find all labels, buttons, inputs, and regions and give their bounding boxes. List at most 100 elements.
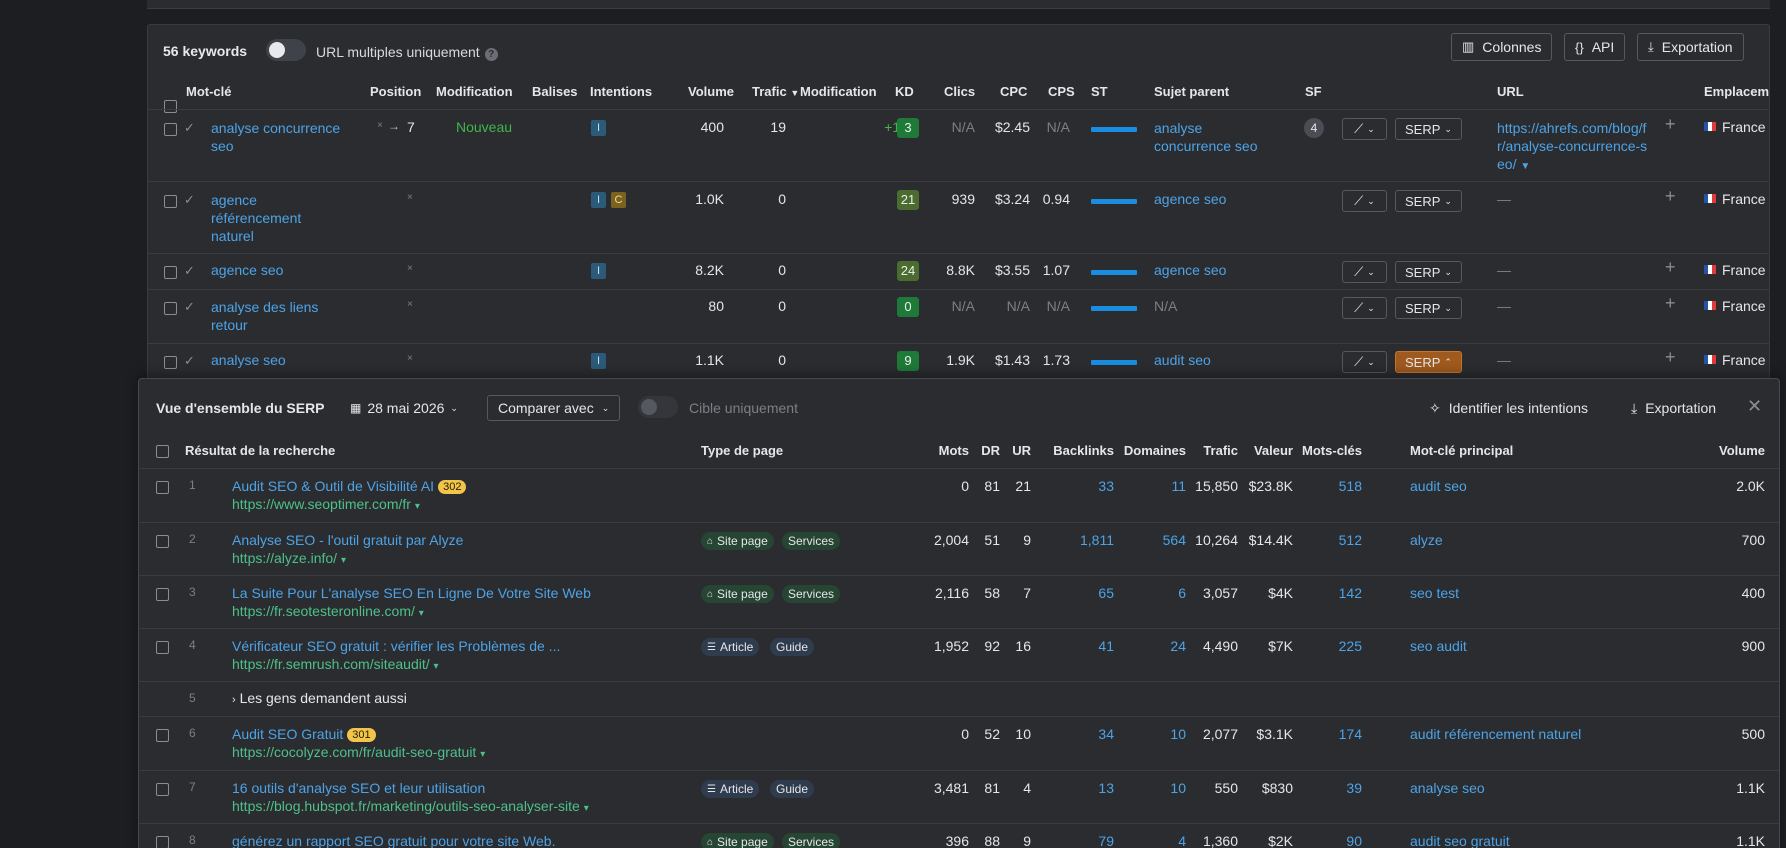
row-checkbox[interactable] bbox=[164, 302, 177, 315]
add-icon[interactable]: + bbox=[1665, 186, 1676, 206]
main-keyword-link[interactable]: audit seo bbox=[1410, 478, 1467, 494]
main-keyword-link[interactable]: seo audit bbox=[1410, 638, 1467, 654]
result-checkbox[interactable] bbox=[156, 783, 169, 796]
keyword-link[interactable]: agence seo bbox=[211, 262, 284, 278]
main-keyword-link[interactable]: seo test bbox=[1410, 585, 1460, 601]
header-value[interactable]: Valeur bbox=[1253, 443, 1293, 458]
serp-button[interactable]: SERP ⌄ bbox=[1395, 261, 1462, 283]
url-multiple-toggle[interactable] bbox=[266, 39, 306, 61]
result-title-link[interactable]: Vérificateur SEO gratuit : vérifier les … bbox=[232, 638, 561, 654]
header-dr[interactable]: DR bbox=[981, 443, 1000, 458]
result-checkbox[interactable] bbox=[156, 535, 169, 548]
domains-link[interactable]: 6 bbox=[1178, 585, 1186, 601]
trend-chart-button[interactable]: ⟋ ⌄ bbox=[1342, 190, 1387, 212]
serp-button[interactable]: SERP ⌄ bbox=[1395, 297, 1462, 319]
keyword-link[interactable]: analyse seo bbox=[211, 352, 286, 368]
header-ur[interactable]: UR bbox=[1012, 443, 1031, 458]
result-title-link[interactable]: générez un rapport SEO gratuit pour votr… bbox=[232, 833, 556, 848]
header-volume[interactable]: Volume bbox=[1719, 443, 1765, 458]
paa-label[interactable]: › Les gens demandent aussi bbox=[232, 690, 407, 706]
keyword-link[interactable]: analyse des liens retour bbox=[211, 299, 319, 333]
main-keyword-link[interactable]: alyze bbox=[1410, 532, 1443, 548]
header-st[interactable]: ST bbox=[1091, 84, 1108, 99]
header-keywords[interactable]: Mots-clés bbox=[1302, 443, 1362, 458]
main-keyword-link[interactable]: audit référencement naturel bbox=[1410, 726, 1582, 742]
result-title-link[interactable]: Analyse SEO - l'outil gratuit par Alyze bbox=[232, 532, 464, 548]
trend-chart-button[interactable]: ⟋ ⌄ bbox=[1342, 118, 1387, 140]
columns-button[interactable]: ▥ Colonnes bbox=[1451, 33, 1553, 61]
backlinks-link[interactable]: 1,811 bbox=[1080, 532, 1114, 548]
header-kd[interactable]: KD bbox=[895, 84, 914, 99]
result-url[interactable]: https://www.seoptimer.com/fr ▾ bbox=[232, 496, 420, 512]
parent-topic-link[interactable]: agence seo bbox=[1154, 262, 1227, 278]
result-url[interactable]: https://fr.seotesteronline.com/ ▾ bbox=[232, 603, 424, 619]
backlinks-link[interactable]: 33 bbox=[1098, 478, 1114, 494]
header-parent-topic[interactable]: Sujet parent bbox=[1154, 84, 1230, 99]
trend-chart-button[interactable]: ⟋ ⌄ bbox=[1342, 351, 1387, 373]
backlinks-link[interactable]: 79 bbox=[1098, 833, 1114, 848]
header-backlinks[interactable]: Backlinks bbox=[1053, 443, 1114, 458]
export-button[interactable]: ⤓ Exportation bbox=[1637, 33, 1744, 61]
domains-link[interactable]: 10 bbox=[1170, 726, 1186, 742]
row-checkbox[interactable] bbox=[164, 123, 177, 136]
add-icon[interactable]: + bbox=[1665, 293, 1676, 313]
api-button[interactable]: {} API bbox=[1564, 33, 1626, 61]
add-icon[interactable]: + bbox=[1665, 347, 1676, 367]
result-title-link[interactable]: Audit SEO Gratuit 301 bbox=[232, 726, 376, 742]
select-all-checkbox[interactable] bbox=[164, 100, 177, 113]
trend-chart-button[interactable]: ⟋ ⌄ bbox=[1342, 297, 1387, 319]
header-main-keyword[interactable]: Mot-clé principal bbox=[1410, 443, 1514, 458]
domains-link[interactable]: 10 bbox=[1170, 780, 1186, 796]
header-traffic-change[interactable]: Modification bbox=[800, 84, 877, 99]
identify-intents-button[interactable]: ✧ Identifier les intentions bbox=[1429, 400, 1589, 416]
serp-button[interactable]: SERP ⌄ bbox=[1395, 190, 1462, 212]
keywords-link[interactable]: 225 bbox=[1338, 638, 1362, 654]
header-sf[interactable]: SF bbox=[1305, 84, 1322, 99]
result-title-link[interactable]: 16 outils d'analyse SEO et leur utilisat… bbox=[232, 780, 486, 796]
result-url[interactable]: https://alyze.info/ ▾ bbox=[232, 550, 346, 566]
header-modification[interactable]: Modification bbox=[436, 84, 513, 99]
header-cps[interactable]: CPS bbox=[1048, 84, 1075, 99]
parent-topic-link[interactable]: analyse concurrence seo bbox=[1154, 120, 1258, 154]
serp-export-button[interactable]: ⤓ Exportation bbox=[1631, 400, 1717, 416]
keywords-link[interactable]: 518 bbox=[1338, 478, 1362, 494]
domains-link[interactable]: 4 bbox=[1178, 833, 1186, 848]
keywords-link[interactable]: 512 bbox=[1338, 532, 1362, 548]
keyword-link[interactable]: analyse concurrence seo bbox=[211, 120, 341, 154]
trend-chart-button[interactable]: ⟋ ⌄ bbox=[1342, 261, 1387, 283]
header-tags[interactable]: Balises bbox=[532, 84, 578, 99]
result-url[interactable]: https://blog.hubspot.fr/marketing/outils… bbox=[232, 798, 589, 814]
help-icon[interactable]: ? bbox=[484, 48, 498, 61]
keywords-link[interactable]: 142 bbox=[1338, 585, 1362, 601]
header-page-type[interactable]: Type de page bbox=[701, 443, 784, 458]
target-only-toggle[interactable] bbox=[638, 396, 678, 418]
keywords-link[interactable]: 39 bbox=[1346, 780, 1362, 796]
select-all-results-checkbox[interactable] bbox=[156, 445, 169, 458]
keywords-link[interactable]: 174 bbox=[1338, 726, 1362, 742]
domains-link[interactable]: 564 bbox=[1162, 532, 1186, 548]
keywords-link[interactable]: 90 bbox=[1346, 833, 1362, 848]
compare-dropdown[interactable]: Comparer avec ⌄ bbox=[487, 395, 621, 421]
header-cpc[interactable]: CPC bbox=[1000, 84, 1028, 99]
header-url[interactable]: URL bbox=[1497, 84, 1524, 99]
backlinks-link[interactable]: 41 bbox=[1098, 638, 1114, 654]
header-clicks[interactable]: Clics bbox=[944, 84, 976, 99]
result-url[interactable]: https://fr.semrush.com/siteaudit/ ▾ bbox=[232, 656, 439, 672]
parent-topic-link[interactable]: agence seo bbox=[1154, 191, 1227, 207]
domains-link[interactable]: 24 bbox=[1170, 638, 1186, 654]
header-intentions[interactable]: Intentions bbox=[590, 84, 653, 99]
result-checkbox[interactable] bbox=[156, 836, 169, 848]
row-checkbox[interactable] bbox=[164, 356, 177, 369]
header-volume[interactable]: Volume bbox=[688, 84, 734, 99]
header-traffic[interactable]: Trafic bbox=[1203, 443, 1238, 458]
result-checkbox[interactable] bbox=[156, 588, 169, 601]
header-domains[interactable]: Domaines bbox=[1123, 443, 1186, 458]
people-also-ask-row[interactable]: 5 › Les gens demandent aussi bbox=[139, 682, 1779, 717]
close-icon[interactable]: ✕ bbox=[1747, 396, 1763, 416]
serp-button[interactable]: SERP ⌄ bbox=[1395, 118, 1462, 140]
backlinks-link[interactable]: 65 bbox=[1098, 585, 1114, 601]
url-link[interactable]: https://ahrefs.com/blog/f r/analyse-concu… bbox=[1497, 120, 1648, 172]
add-icon[interactable]: + bbox=[1665, 114, 1676, 134]
result-checkbox[interactable] bbox=[156, 641, 169, 654]
row-checkbox[interactable] bbox=[164, 266, 177, 279]
